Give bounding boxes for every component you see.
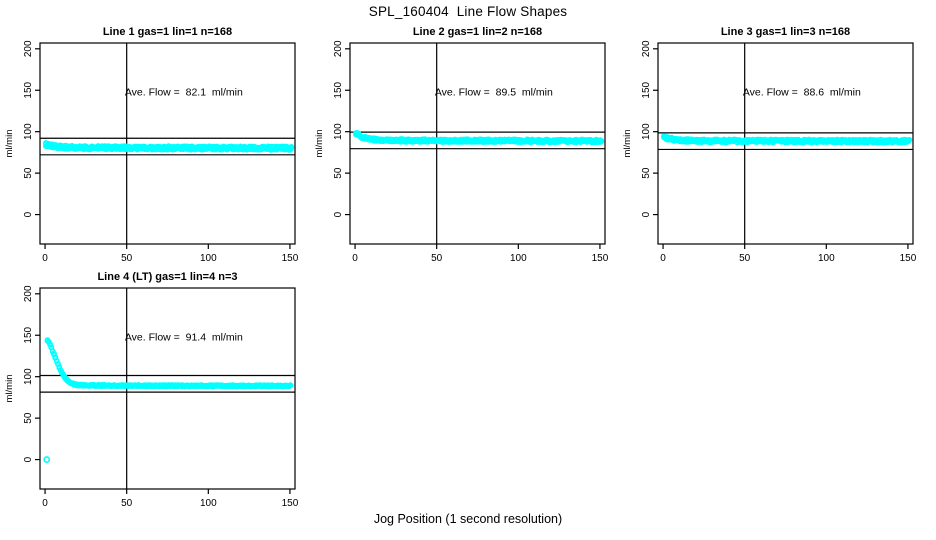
- x-tick-label: 50: [121, 253, 133, 264]
- plot-box: [349, 42, 606, 245]
- y-tick-label: 0: [23, 456, 34, 462]
- y-tick-label: 150: [23, 81, 34, 98]
- y-tick-label: 0: [333, 211, 344, 217]
- y-tick-label: 100: [23, 123, 34, 140]
- y-axis: 0 50 100 150 200: [23, 40, 40, 217]
- y-tick-label: 50: [23, 412, 34, 424]
- panel-title: Line 2 gas=1 lin=2 n=168: [413, 26, 542, 38]
- x-tick-label: 100: [200, 253, 217, 264]
- x-axis-label: Jog Position (1 second resolution): [373, 512, 563, 526]
- y-tick-label: 100: [641, 123, 652, 140]
- outlier-point: [43, 456, 51, 463]
- y-tick-label: 200: [23, 40, 34, 57]
- x-tick-label: 150: [900, 253, 917, 264]
- panel-line-3: Line 3 gas=1 lin=3 n=168 0 50 100 150 0 50 100 1…: [622, 26, 917, 264]
- y-tick-label: 100: [23, 368, 34, 385]
- panel-line-1: Line 1 gas=1 lin=1 n=168 0 50 100 150 0 50 100 1…: [4, 26, 299, 264]
- x-tick-label: 0: [42, 253, 48, 264]
- data-point: [287, 382, 294, 389]
- plot-box: [39, 287, 296, 490]
- x-tick-label: 150: [282, 498, 299, 509]
- panel-title: Line 4 (LT) gas=1 lin=4 n=3: [97, 271, 237, 283]
- x-tick-label: 100: [200, 498, 217, 509]
- panel-title: Line 1 gas=1 lin=1 n=168: [103, 26, 232, 38]
- y-axis: 0 50 100 150 200: [333, 40, 350, 217]
- data-point: [288, 144, 295, 150]
- figure-title: SPL_160404 Line Flow Shapes: [368, 4, 568, 19]
- x-tick-label: 150: [592, 253, 609, 264]
- x-tick-label: 0: [352, 253, 358, 264]
- ave-flow-annotation: Ave. Flow = 91.4 ml/min: [125, 332, 243, 344]
- x-axis: 0 50 100 150: [660, 244, 917, 264]
- data-points: [43, 140, 295, 153]
- y-axis-title: ml/min: [314, 130, 325, 158]
- x-tick-label: 100: [818, 253, 835, 264]
- y-axis: 0 50 100 150 200: [23, 285, 40, 462]
- data-points: [353, 130, 605, 146]
- data-point: [906, 137, 913, 143]
- panel-line-2: Line 2 gas=1 lin=2 n=168 0 50 100 150 0 50 100 1…: [314, 26, 609, 264]
- panel-title: Line 3 gas=1 lin=3 n=168: [721, 26, 850, 38]
- data-point: [598, 138, 605, 145]
- y-tick-label: 50: [23, 167, 34, 179]
- y-axis-title: ml/min: [4, 375, 15, 403]
- y-tick-label: 200: [333, 40, 344, 57]
- ave-flow-annotation: Ave. Flow = 88.6 ml/min: [743, 87, 861, 99]
- y-axis-title: ml/min: [4, 130, 15, 158]
- x-tick-label: 50: [121, 498, 133, 509]
- y-tick-label: 100: [333, 123, 344, 140]
- x-tick-label: 0: [660, 253, 666, 264]
- y-tick-label: 50: [333, 167, 344, 179]
- x-tick-label: 150: [282, 253, 299, 264]
- x-tick-label: 50: [431, 253, 443, 264]
- ave-flow-annotation: Ave. Flow = 82.1 ml/min: [125, 87, 243, 99]
- y-tick-label: 0: [23, 211, 34, 217]
- ave-flow-annotation: Ave. Flow = 89.5 ml/min: [435, 87, 553, 99]
- x-tick-label: 100: [510, 253, 527, 264]
- y-tick-label: 50: [641, 167, 652, 179]
- x-axis: 0 50 100 150: [42, 489, 299, 509]
- y-tick-label: 150: [641, 81, 652, 98]
- plot-box: [39, 42, 296, 245]
- y-axis: 0 50 100 150 200: [641, 40, 658, 217]
- y-axis-title: ml/min: [622, 130, 633, 158]
- y-tick-label: 150: [333, 81, 344, 98]
- data-points: [661, 133, 913, 146]
- x-tick-label: 0: [42, 498, 48, 509]
- y-tick-label: 200: [23, 285, 34, 302]
- y-tick-label: 200: [641, 40, 652, 57]
- x-axis: 0 50 100 150: [42, 244, 299, 264]
- y-tick-label: 150: [23, 326, 34, 343]
- x-tick-label: 50: [739, 253, 751, 264]
- plot-box: [657, 42, 914, 245]
- data-points: [43, 337, 294, 463]
- y-tick-label: 0: [641, 211, 652, 217]
- panel-line-4: Line 4 (LT) gas=1 lin=4 n=3 0 50 100 150 0 50 1…: [4, 271, 299, 509]
- x-axis: 0 50 100 150: [352, 244, 609, 264]
